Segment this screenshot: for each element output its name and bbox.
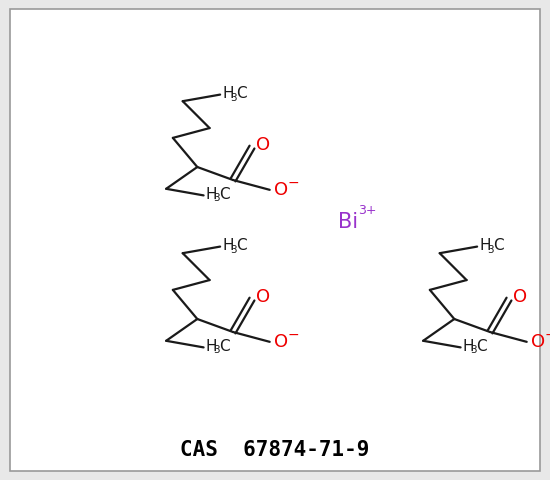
Text: 3: 3 [487, 245, 494, 254]
Text: H: H [206, 187, 217, 202]
Text: O: O [256, 288, 270, 306]
Text: H: H [206, 339, 217, 354]
Text: H: H [463, 339, 474, 354]
Text: O: O [513, 288, 527, 306]
Text: H: H [222, 86, 234, 101]
Text: C: C [493, 238, 504, 253]
Text: O: O [256, 136, 270, 154]
Text: 3: 3 [230, 245, 236, 254]
Text: C: C [236, 86, 247, 101]
Text: −: − [288, 176, 299, 190]
Text: CAS  67874-71-9: CAS 67874-71-9 [180, 440, 370, 460]
Text: 3: 3 [471, 346, 477, 355]
Text: 3+: 3+ [358, 204, 377, 216]
Text: 3: 3 [230, 93, 236, 103]
Text: C: C [477, 339, 487, 354]
Text: C: C [219, 339, 230, 354]
Text: O: O [274, 333, 288, 351]
Text: 3: 3 [213, 346, 220, 355]
Text: −: − [544, 328, 550, 342]
Text: −: − [288, 328, 299, 342]
FancyBboxPatch shape [10, 9, 540, 471]
Text: Bi: Bi [338, 212, 358, 232]
Text: O: O [274, 181, 288, 199]
Text: 3: 3 [213, 193, 220, 204]
Text: C: C [219, 187, 230, 202]
Text: O: O [531, 333, 545, 351]
Text: H: H [222, 238, 234, 253]
Text: C: C [236, 238, 247, 253]
Text: H: H [479, 238, 491, 253]
